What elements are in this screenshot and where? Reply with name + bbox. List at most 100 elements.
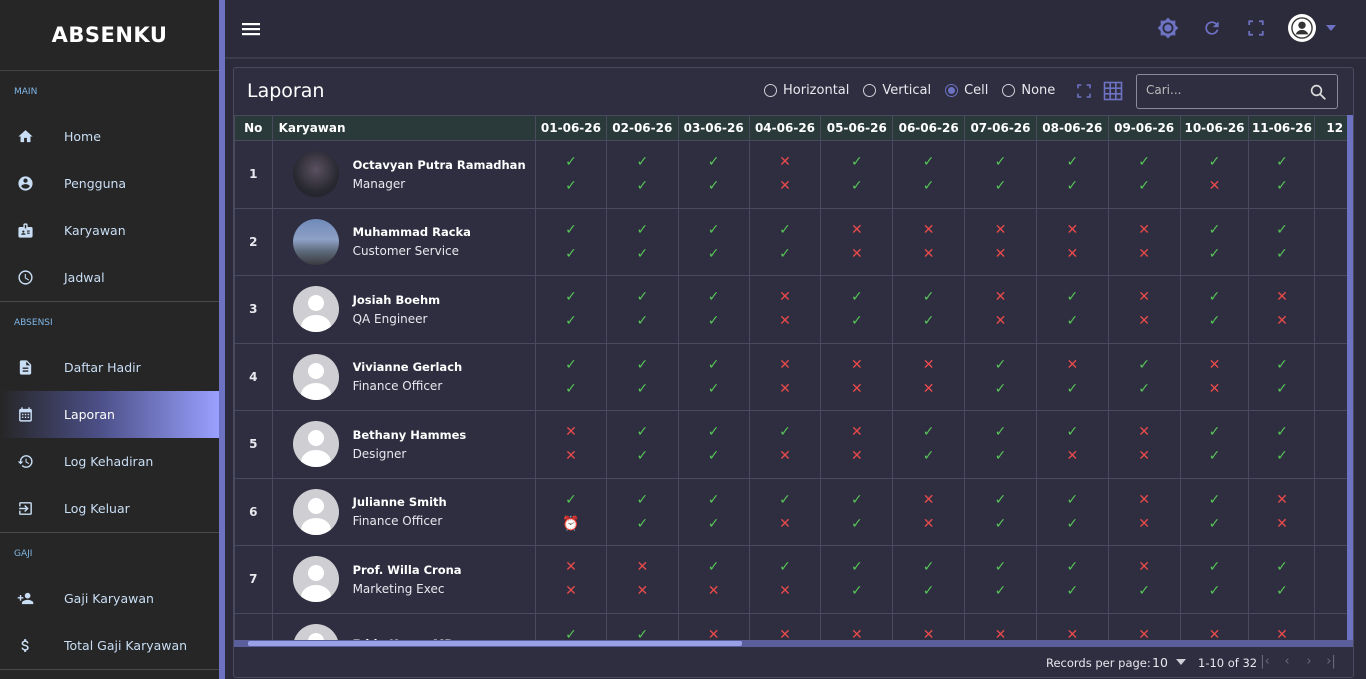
table-row[interactable]: 2 Muhammad Racka Customer Service ✓ ✓ ✓ ✓ ✓ ✓ ✓ ✓ ✕… xyxy=(234,207,1353,276)
attendance-cell[interactable]: ✓✓ xyxy=(677,207,750,276)
search-input[interactable] xyxy=(1146,83,1296,97)
attendance-cell[interactable]: ✓✓ xyxy=(535,140,607,209)
attendance-cell[interactable]: ✓✓ xyxy=(677,477,750,546)
attendance-cell[interactable]: ✕✕ xyxy=(820,612,894,641)
attendance-cell[interactable]: ✓✓ xyxy=(892,410,966,479)
radio-button[interactable] xyxy=(764,84,777,97)
attendance-cell[interactable]: ✓✓ xyxy=(748,207,822,276)
attendance-cell[interactable]: ✓✓ xyxy=(1248,207,1316,276)
attendance-cell[interactable]: ✕✕ xyxy=(748,140,822,209)
attendance-cell[interactable]: ✓✓ xyxy=(1248,140,1316,209)
search-icon[interactable] xyxy=(1309,83,1327,101)
attendance-cell[interactable]: ✓ ✕ xyxy=(677,545,750,614)
sidebar-item-total-gaji-karyawan[interactable]: Total Gaji Karyawan xyxy=(0,622,219,669)
attendance-cell[interactable]: ✕✕ xyxy=(605,545,679,614)
attendance-cell[interactable]: ✓✓ xyxy=(677,275,750,344)
sidebar-scrollbar[interactable] xyxy=(219,0,225,679)
scrollbar-thumb[interactable] xyxy=(248,641,742,646)
attendance-cell[interactable]: ✓✓ xyxy=(535,612,607,641)
attendance-cell[interactable]: ✓✓ xyxy=(892,275,966,344)
attendance-cell[interactable]: ✕ ✓ xyxy=(1107,545,1181,614)
sidebar-item-karyawan[interactable]: Karyawan xyxy=(0,207,219,254)
attendance-cell[interactable]: ✓ ✕ xyxy=(1179,140,1250,209)
attendance-cell[interactable]: ✓✓ xyxy=(1248,342,1316,411)
next-page-icon[interactable]: › xyxy=(1306,654,1312,669)
attendance-cell[interactable]: ✕✕ xyxy=(1248,275,1316,344)
attendance-cell[interactable]: ✓✓ xyxy=(605,207,679,276)
attendance-cell[interactable]: ✓✓ xyxy=(820,140,894,209)
sidebar-item-home[interactable]: Home xyxy=(0,113,219,160)
attendance-cell[interactable]: ✕✕ xyxy=(892,477,966,546)
attendance-cell[interactable]: ✕✕ xyxy=(820,410,894,479)
menu-toggle-icon[interactable] xyxy=(241,20,261,38)
attendance-cell[interactable]: ✕✕ xyxy=(748,342,822,411)
attendance-cell[interactable]: ✓✓ xyxy=(1179,410,1250,479)
attendance-cell[interactable]: ✓✓ xyxy=(1035,477,1109,546)
attendance-cell[interactable]: ✕✕ xyxy=(677,612,750,641)
attendance-cell[interactable]: ✓✓ xyxy=(964,477,1037,546)
attendance-cell[interactable]: ✓✓ xyxy=(820,477,894,546)
attendance-cell[interactable]: ✓✓ xyxy=(605,612,679,641)
sidebar-item-log-keluar[interactable]: Log Keluar xyxy=(0,485,219,532)
attendance-cell[interactable]: ✕✕ xyxy=(1248,612,1316,641)
attendance-cell[interactable]: ✓ ✕ xyxy=(748,410,822,479)
table-row[interactable]: 4 Vivianne Gerlach Finance Officer ✓ ✓ ✓ ✓ ✓ ✓ ✕ ✕… xyxy=(234,342,1353,411)
radio-button[interactable] xyxy=(945,84,959,97)
radio-button[interactable] xyxy=(863,84,877,97)
attendance-cell[interactable]: ✓✓ xyxy=(1107,140,1181,209)
attendance-cell[interactable]: ✓✓ xyxy=(1179,477,1250,546)
attendance-cell[interactable]: ✓ ✕ xyxy=(1035,410,1109,479)
attendance-cell[interactable]: ✕✕ xyxy=(1107,410,1181,479)
attendance-cell[interactable]: ✓✓ xyxy=(1248,545,1316,614)
table-row[interactable]: 8Frida Kunze MD✓✓✓✓✕✕✕✕✕✕✕✕✕✕✕✕✕✕✕✕✕✕ xyxy=(234,612,1353,641)
attendance-cell[interactable]: ✕✕ xyxy=(535,545,607,614)
attendance-cell[interactable]: ✓✓ xyxy=(535,275,607,344)
last-page-icon[interactable]: ›| xyxy=(1326,654,1336,669)
attendance-cell[interactable]: ✕✕ xyxy=(1107,477,1181,546)
attendance-cell[interactable]: ✓✓ xyxy=(964,545,1037,614)
radio-button[interactable] xyxy=(1002,84,1016,97)
view-option-cell[interactable]: Cell xyxy=(945,83,988,98)
table-row[interactable]: 3 Josiah Boehm QA Engineer ✓ ✓ ✓ ✓ ✓ ✓ ✕ ✕ ✓ ✓ ✓ ✓ ✕ ✕ ✓ ✓… xyxy=(234,275,1353,344)
user-avatar[interactable] xyxy=(1288,14,1316,42)
attendance-cell[interactable]: ✕✕ xyxy=(1107,275,1181,344)
attendance-cell[interactable]: ✕✕ xyxy=(1035,612,1109,641)
sidebar-item-pengguna[interactable]: Pengguna xyxy=(0,160,219,207)
table-horizontal-scrollbar[interactable] xyxy=(234,640,1353,647)
attendance-cell[interactable]: ✓✓ xyxy=(535,342,607,411)
attendance-cell[interactable]: ✓✓ xyxy=(605,477,679,546)
refresh-icon[interactable] xyxy=(1200,16,1224,40)
attendance-cell[interactable]: ✓✓ xyxy=(820,275,894,344)
attendance-cell[interactable]: ✓✓ xyxy=(892,140,966,209)
attendance-cell[interactable]: ✕✕ xyxy=(892,207,966,276)
attendance-cell[interactable]: ✓ ⏰ xyxy=(535,477,607,546)
sidebar-item-gaji-karyawan[interactable]: Gaji Karyawan xyxy=(0,575,219,622)
sidebar-item-daftar-hadir[interactable]: Daftar Hadir xyxy=(0,344,219,391)
attendance-cell[interactable]: ✕✕ xyxy=(748,275,822,344)
sidebar-item-jadwal[interactable]: Jadwal xyxy=(0,254,219,301)
attendance-cell[interactable]: ✕✕ xyxy=(1248,477,1316,546)
records-per-page-chevron-icon[interactable] xyxy=(1176,659,1186,665)
attendance-cell[interactable]: ✓✓ xyxy=(605,342,679,411)
attendance-cell[interactable]: ✓✓ xyxy=(964,342,1037,411)
table-row[interactable]: 1 Octavyan Putra Ramadhan Manager ✓ ✓ ✓ ✓ ✓ ✓ ✕ ✕ ✓… xyxy=(234,140,1353,209)
attendance-cell[interactable]: ✓✓ xyxy=(535,207,607,276)
view-option-none[interactable]: None xyxy=(1002,83,1055,98)
attendance-cell[interactable]: ✓✓ xyxy=(677,342,750,411)
table-row[interactable]: 7 Prof. Willa Crona Marketing Exec ✕ ✕ ✕ ✕ ✓ ✕ ✓ ✕… xyxy=(234,545,1353,614)
attendance-cell[interactable]: ✓✓ xyxy=(1248,410,1316,479)
attendance-cell[interactable]: ✕✕ xyxy=(1107,207,1181,276)
attendance-cell[interactable]: ✕✕ xyxy=(892,612,966,641)
attendance-cell[interactable]: ✕✕ xyxy=(964,275,1037,344)
attendance-cell[interactable]: ✓✓ xyxy=(1035,275,1109,344)
attendance-cell[interactable]: ✕✕ xyxy=(820,207,894,276)
first-page-icon[interactable]: |‹ xyxy=(1260,654,1270,669)
attendance-cell[interactable]: ✓✓ xyxy=(1035,140,1109,209)
attendance-cell[interactable]: ✕✕ xyxy=(964,612,1037,641)
attendance-cell[interactable]: ✕✕ xyxy=(1035,207,1109,276)
table-row[interactable]: 6 Julianne Smith Finance Officer ✓ ⏰ ✓ ✓ ✓ ✓ ✓ ✕ ✓ ✓… xyxy=(234,477,1353,546)
attendance-cell[interactable]: ✓✓ xyxy=(677,140,750,209)
attendance-cell[interactable]: ✕✕ xyxy=(748,612,822,641)
attendance-cell[interactable]: ✓✓ xyxy=(1107,342,1181,411)
attendance-cell[interactable]: ✓✓ xyxy=(605,140,679,209)
